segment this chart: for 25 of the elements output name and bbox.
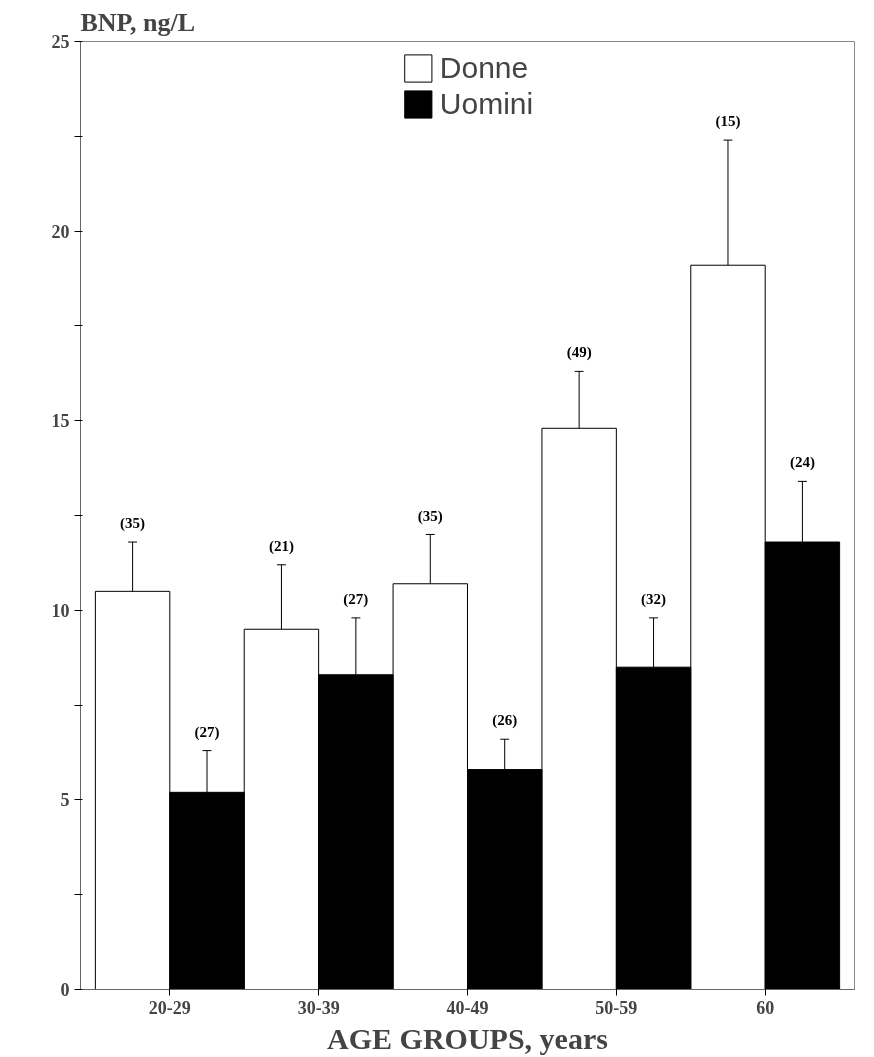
annotation: (21) <box>268 537 294 555</box>
annotation: (24) <box>789 454 815 472</box>
x-tick-label: 30-39 <box>297 997 340 1018</box>
x-tick-label: 20-29 <box>148 997 191 1018</box>
y-tick-label: 15 <box>51 411 70 432</box>
y-tick-label: 25 <box>51 32 70 52</box>
x-tick-label: 50-59 <box>595 997 638 1018</box>
annotation: (26) <box>492 712 518 730</box>
legend-label: Uomini <box>439 87 534 121</box>
annotation: (35) <box>417 507 443 525</box>
annotation: (35) <box>120 515 146 533</box>
annotation: (32) <box>641 590 667 608</box>
x-axis-title: AGE GROUPS, years <box>327 1021 608 1055</box>
y-tick-label: 20 <box>51 221 70 242</box>
legend-label: Donne <box>439 51 529 85</box>
annotation: (27) <box>194 723 220 741</box>
annotation: (15) <box>715 113 741 131</box>
annotation: (27) <box>343 590 369 608</box>
y-axis-title: BNP, ng/L <box>80 7 196 37</box>
x-tick-label: 60 <box>756 997 775 1018</box>
annotation: (49) <box>566 344 592 362</box>
y-tick-label: 5 <box>60 790 70 811</box>
x-tick-label: 40-49 <box>446 997 489 1018</box>
y-tick-label: 0 <box>60 980 70 1000</box>
y-tick-label: 10 <box>51 600 70 621</box>
